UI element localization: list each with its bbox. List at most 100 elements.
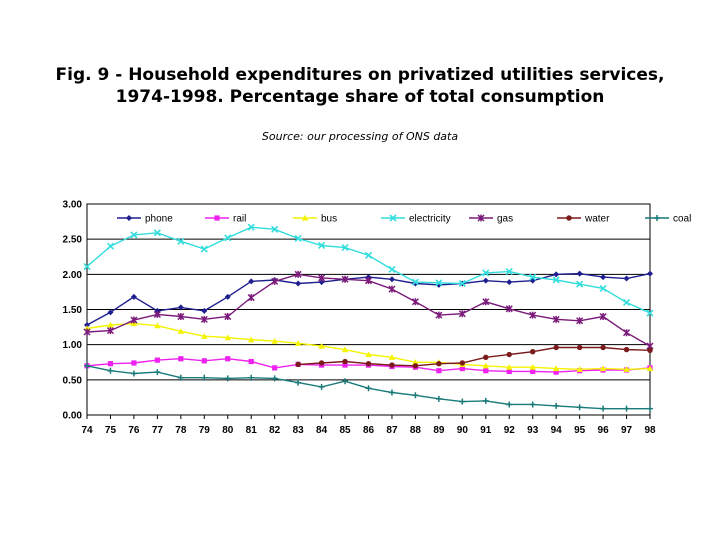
x-tick-label: 91 xyxy=(480,425,492,436)
data-point-bus xyxy=(623,366,630,372)
data-point-rail xyxy=(178,356,184,362)
y-tick-label: 0.50 xyxy=(63,375,83,386)
data-point-electricity xyxy=(646,309,654,317)
x-tick-label: 80 xyxy=(222,425,234,436)
data-point-gas xyxy=(130,316,138,324)
data-point-electricity xyxy=(622,298,631,307)
x-tick-label: 74 xyxy=(81,425,93,436)
data-point-electricity xyxy=(200,245,208,253)
data-point-rail xyxy=(483,368,489,374)
data-point-coal xyxy=(154,369,161,376)
data-point-water xyxy=(530,349,536,355)
x-tick-label: 81 xyxy=(246,425,258,436)
data-point-gas xyxy=(458,310,466,318)
series-line-water xyxy=(298,346,651,367)
data-point-electricity xyxy=(130,231,138,239)
data-point-coal xyxy=(459,398,466,405)
data-point-rail xyxy=(272,365,278,371)
x-tick-label: 97 xyxy=(621,425,633,436)
data-point-bus xyxy=(248,336,255,343)
data-point-electricity xyxy=(177,237,185,245)
data-point-water xyxy=(459,360,466,366)
data-point-gas xyxy=(271,277,279,285)
data-point-coal xyxy=(600,405,607,412)
data-point-bus xyxy=(506,363,513,370)
data-point-water xyxy=(295,361,301,368)
y-tick-label: 2.50 xyxy=(63,235,83,246)
legend-label-water: water xyxy=(584,214,610,225)
data-point-electricity xyxy=(552,276,560,284)
data-point-phone xyxy=(224,293,231,300)
series-gas xyxy=(83,270,654,350)
data-point-gas xyxy=(388,285,396,293)
y-tick-label: 2.00 xyxy=(63,270,83,281)
legend-marker-bus xyxy=(301,214,309,221)
x-tick-label: 86 xyxy=(363,425,375,436)
data-point-water xyxy=(318,360,325,366)
data-point-phone xyxy=(248,278,255,285)
data-point-bus xyxy=(294,340,302,346)
chart-title-line1: Fig. 9 - Household expenditures on priva… xyxy=(55,65,665,85)
data-point-bus xyxy=(107,321,114,328)
data-point-gas xyxy=(294,270,302,278)
data-point-bus xyxy=(177,328,185,334)
data-point-coal xyxy=(248,374,255,381)
data-point-water xyxy=(389,362,395,368)
legend-item-phone: phone xyxy=(117,214,173,225)
x-tick-label: 94 xyxy=(551,425,563,436)
x-tick-label: 87 xyxy=(386,425,398,436)
legend-marker-phone xyxy=(126,215,132,221)
x-tick-label: 83 xyxy=(293,425,305,436)
data-point-phone xyxy=(576,270,583,277)
data-point-electricity xyxy=(83,263,91,271)
data-point-coal xyxy=(130,370,137,377)
data-point-gas xyxy=(318,274,326,282)
data-point-coal xyxy=(365,385,372,392)
legend-label-coal: coal xyxy=(673,214,691,225)
legend-marker-gas xyxy=(477,214,485,222)
data-point-gas xyxy=(482,298,490,306)
series-coal xyxy=(84,362,653,412)
data-point-coal xyxy=(342,378,349,385)
x-tick-label: 98 xyxy=(644,425,656,436)
data-point-electricity xyxy=(458,279,466,288)
data-point-gas xyxy=(576,317,584,325)
x-tick-label: 96 xyxy=(598,425,610,436)
data-point-rail xyxy=(107,361,114,367)
data-point-bus xyxy=(365,351,372,358)
data-point-gas xyxy=(435,311,443,319)
series-water xyxy=(295,344,653,369)
data-point-rail xyxy=(459,365,465,372)
data-point-electricity xyxy=(364,251,373,259)
data-point-electricity xyxy=(224,234,232,242)
data-point-water xyxy=(365,360,372,367)
legend-item-water: water xyxy=(557,214,610,225)
data-point-phone xyxy=(553,271,560,278)
data-point-phone xyxy=(600,274,607,281)
data-point-gas xyxy=(177,313,185,321)
data-point-phone xyxy=(177,304,184,311)
data-point-bus xyxy=(154,322,161,329)
data-point-electricity xyxy=(294,234,302,243)
series-electricity xyxy=(83,223,654,317)
data-point-rail xyxy=(154,357,160,363)
data-point-electricity xyxy=(576,280,584,288)
data-point-coal xyxy=(177,374,184,381)
data-point-gas xyxy=(106,327,114,335)
data-point-gas xyxy=(200,315,208,323)
data-point-gas xyxy=(552,315,560,323)
x-tick-label: 79 xyxy=(199,425,211,436)
legend-label-rail: rail xyxy=(233,214,246,225)
data-point-bus xyxy=(412,359,419,365)
chart-subtitle: Source: our processing of ONS data xyxy=(261,130,459,143)
data-point-electricity xyxy=(271,225,279,233)
data-point-bus xyxy=(318,342,325,349)
data-point-bus xyxy=(576,366,583,372)
x-tick-label: 95 xyxy=(574,425,586,436)
data-point-gas xyxy=(599,313,607,321)
data-point-rail xyxy=(131,360,137,366)
x-tick-label: 84 xyxy=(316,425,328,436)
data-point-coal xyxy=(295,379,302,386)
data-point-water xyxy=(600,344,606,351)
